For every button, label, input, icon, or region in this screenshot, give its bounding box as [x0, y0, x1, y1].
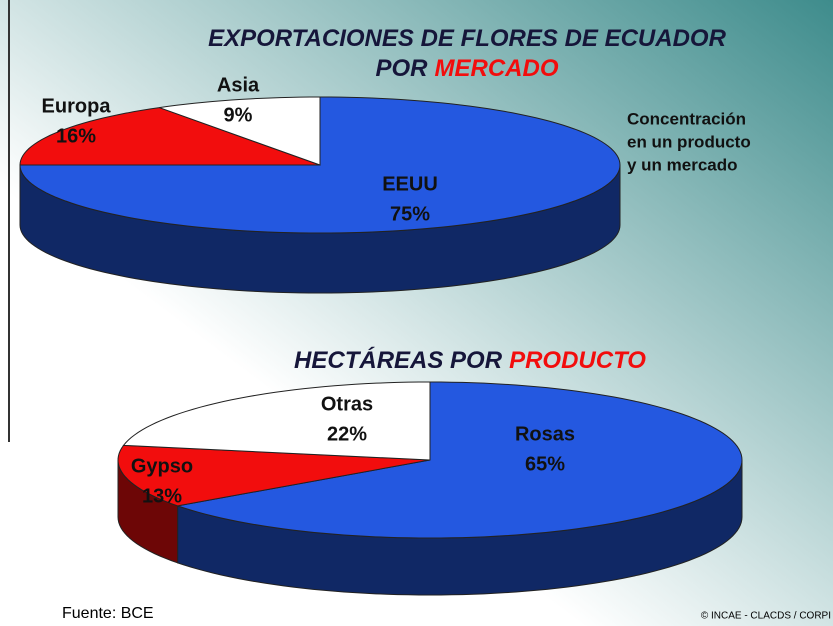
slice-label: Asia — [217, 74, 260, 96]
annotation: y un mercado — [627, 155, 738, 174]
pie-slice — [159, 96, 321, 166]
chart-title-text: EXPORTACIONES DE FLORES DE ECUADOR — [208, 25, 727, 52]
pie-slice — [117, 444, 431, 507]
slice-value-label: 22% — [327, 423, 367, 445]
chart-title-text: HECTÁREAS POR — [294, 346, 503, 374]
annotation: Concentración — [627, 109, 746, 128]
chart-title-text: POR — [375, 55, 428, 82]
slice-value-label: 75% — [390, 203, 430, 225]
slice-value-label: 9% — [224, 104, 253, 126]
slice-label: Rosas — [515, 423, 575, 445]
slice-label: EEUU — [382, 173, 438, 195]
chart-title: POR MERCADO — [375, 55, 558, 82]
pie-slice — [177, 381, 743, 539]
slice-label: Gypso — [131, 455, 193, 477]
pie-slice — [122, 381, 431, 461]
chart-title: HECTÁREAS POR PRODUCTO — [294, 346, 646, 374]
slice-label: Europa — [42, 95, 112, 117]
pie-slice — [19, 107, 321, 166]
slice-value-label: 16% — [56, 125, 96, 147]
credit: © INCAE - CLACDS / CORPI — [701, 611, 831, 622]
chart-title-emphasis: PRODUCTO — [509, 347, 646, 374]
slice-label: Otras — [321, 393, 373, 415]
annotation: en un producto — [627, 132, 751, 151]
chart-title: EXPORTACIONES DE FLORES DE ECUADOR — [208, 25, 727, 52]
chart-title-emphasis: MERCADO — [435, 55, 559, 82]
source: Fuente: BCE — [62, 605, 154, 622]
slice-value-label: 65% — [525, 453, 565, 475]
slice-value-label: 13% — [142, 485, 182, 507]
